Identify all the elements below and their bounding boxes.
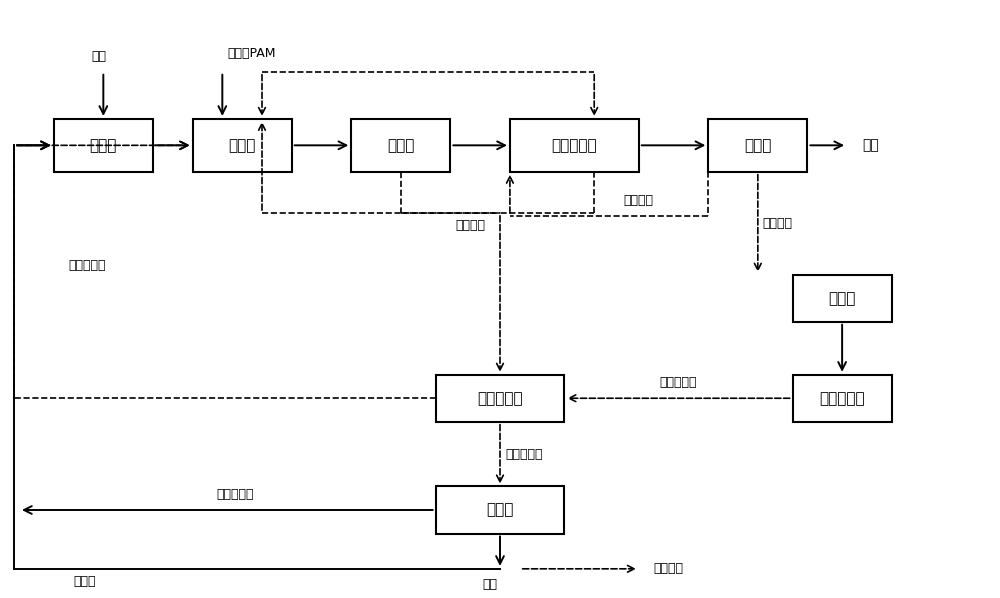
Bar (54, 119, 153, 172)
Text: 调节池: 调节池 (90, 138, 117, 153)
Text: 脱水液: 脱水液 (74, 575, 96, 588)
Bar (708, 119, 807, 172)
Text: 脱水: 脱水 (483, 578, 498, 591)
Text: 水热混合液: 水热混合液 (660, 376, 697, 389)
Text: 混凝池: 混凝池 (228, 138, 256, 153)
Text: 进水: 进水 (91, 50, 106, 63)
Text: 磁性生物炭: 磁性生物炭 (69, 260, 106, 273)
Bar (351, 119, 450, 172)
Text: 回流污泥: 回流污泥 (624, 194, 654, 207)
Text: 出水: 出水 (862, 138, 879, 152)
Text: 水热反应釜: 水热反应釜 (819, 390, 865, 406)
Text: 生化反应池: 生化反应池 (552, 138, 597, 153)
Text: 浓缩上清液: 浓缩上清液 (216, 488, 253, 501)
Text: 二沉池: 二沉池 (744, 138, 772, 153)
Text: 剩余水热液: 剩余水热液 (505, 448, 542, 460)
Text: 剩余污泥: 剩余污泥 (763, 216, 793, 230)
Bar (793, 375, 892, 422)
Bar (193, 119, 292, 172)
Bar (793, 274, 892, 322)
Text: 浓缩池: 浓缩池 (486, 502, 514, 517)
Text: 含铁污泥: 含铁污泥 (455, 219, 485, 232)
Text: 铁盐、PAM: 铁盐、PAM (228, 47, 276, 60)
Bar (510, 119, 639, 172)
Bar (436, 486, 564, 533)
Bar (436, 375, 564, 422)
Text: 磁分离装置: 磁分离装置 (477, 390, 523, 406)
Text: 浓缩池: 浓缩池 (828, 291, 856, 306)
Text: 外运处置: 外运处置 (654, 562, 684, 575)
Text: 沉淤池: 沉淤池 (387, 138, 415, 153)
